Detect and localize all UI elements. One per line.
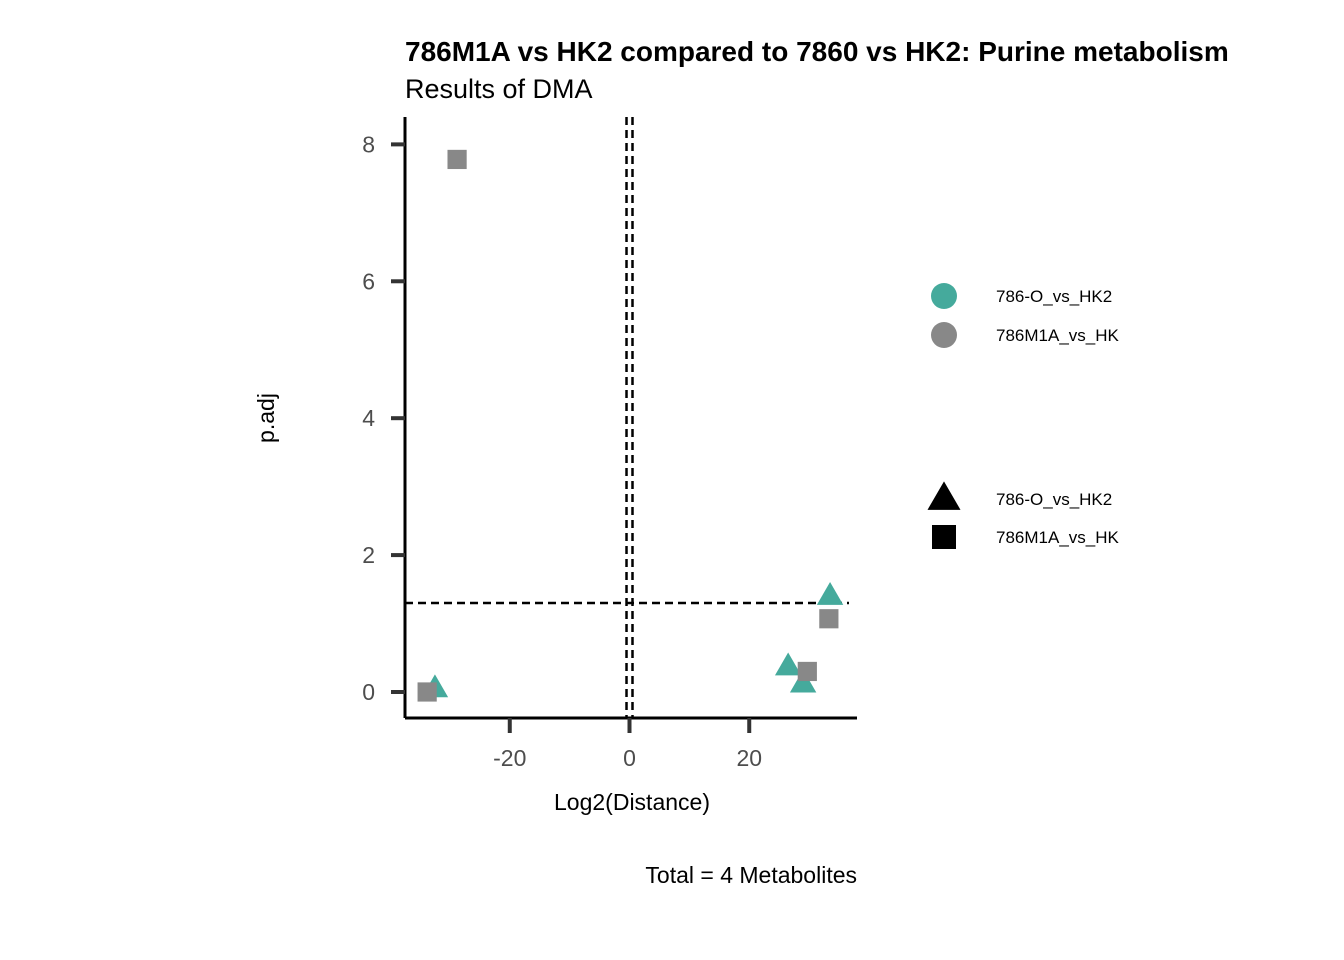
legend-color-label: 786-O_vs_HK2 xyxy=(996,287,1112,306)
chart-title: 786M1A vs HK2 compared to 7860 vs HK2: P… xyxy=(405,36,1229,67)
y-tick-label: 4 xyxy=(362,405,375,431)
y-tick-label: 0 xyxy=(362,679,375,705)
legend-shape-label: 786-O_vs_HK2 xyxy=(996,490,1112,509)
data-point xyxy=(774,652,802,676)
data-point xyxy=(797,661,817,682)
legend-color-label: 786M1A_vs_HK xyxy=(996,326,1120,345)
data-point xyxy=(417,682,437,702)
chart-subtitle: Results of DMA xyxy=(405,74,593,104)
x-axis-label: Log2(Distance) xyxy=(554,789,710,815)
data-point xyxy=(819,609,839,629)
x-tick-label: 0 xyxy=(623,745,636,771)
data-point xyxy=(447,149,467,170)
y-tick-label: 6 xyxy=(362,268,375,294)
y-tick-label: 2 xyxy=(362,542,375,568)
plot-layer: 0 2 4 6 8 -20 0 20 xyxy=(362,117,857,771)
data-point xyxy=(816,582,844,605)
x-tick-label: 20 xyxy=(736,745,762,771)
legend-color-key xyxy=(931,322,957,348)
legend-shape-key xyxy=(932,525,956,549)
x-tick-label: -20 xyxy=(493,745,526,771)
legend-color-key xyxy=(931,283,957,309)
y-axis-label: p.adj xyxy=(253,393,279,443)
legend-shape-key xyxy=(927,481,961,510)
y-tick-label: 8 xyxy=(362,131,375,157)
legend-shape-label: 786M1A_vs_HK xyxy=(996,528,1120,547)
chart-caption: Total = 4 Metabolites xyxy=(645,862,857,888)
legend: 786-O_vs_HK2 786M1A_vs_HK 786-O_vs_HK2 786M… xyxy=(927,283,1120,549)
